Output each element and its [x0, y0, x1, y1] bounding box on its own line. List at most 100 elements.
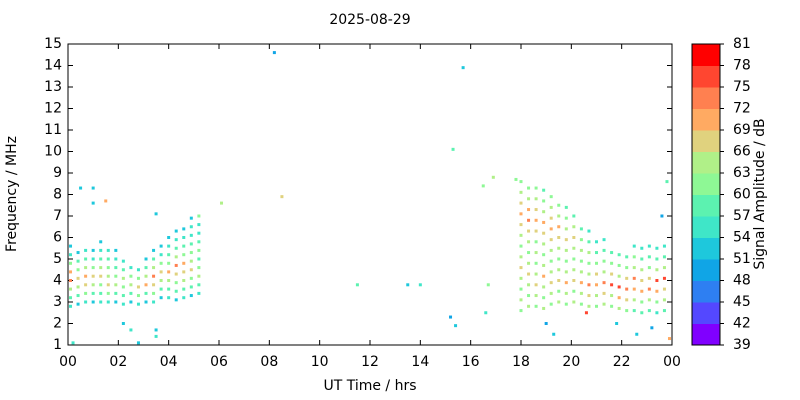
data-point [129, 300, 133, 304]
data-point [182, 287, 186, 291]
data-point [667, 337, 671, 341]
x-tick-label: 04 [160, 354, 178, 370]
data-point [544, 322, 548, 325]
data-point [640, 268, 644, 272]
data-point [625, 287, 629, 291]
y-tick-label: 5 [53, 251, 62, 267]
data-point [197, 214, 201, 218]
data-point [182, 279, 186, 282]
data-point [564, 270, 568, 274]
data-point [182, 244, 186, 248]
data-point [174, 255, 178, 259]
data-point [542, 188, 546, 192]
data-point [587, 251, 591, 255]
data-point [152, 283, 156, 287]
data-point [534, 294, 538, 298]
data-point [572, 246, 576, 250]
data-point [84, 266, 88, 270]
x-tick-label: 00 [663, 354, 681, 370]
data-point [519, 223, 523, 227]
data-point [534, 218, 538, 222]
data-point [84, 248, 88, 252]
data-point [152, 300, 156, 304]
colorbar-tick-label: 60 [733, 187, 751, 203]
data-point [662, 287, 666, 291]
data-point [579, 248, 583, 252]
data-point [136, 294, 140, 298]
y-tick-label: 10 [44, 144, 62, 160]
colorbar-band [692, 65, 720, 88]
data-point [564, 227, 568, 231]
data-point [625, 266, 629, 270]
data-point [69, 296, 73, 300]
data-point [91, 257, 95, 261]
data-point [76, 276, 80, 280]
data-point [587, 240, 591, 244]
colorbar-tick-label: 81 [733, 36, 751, 52]
data-point [486, 283, 490, 287]
data-point [635, 332, 639, 336]
data-point [542, 253, 546, 257]
data-point [129, 266, 133, 270]
data-point [564, 205, 568, 209]
data-point [519, 233, 523, 237]
data-point [69, 287, 73, 291]
data-point [595, 240, 598, 244]
data-point [655, 246, 659, 250]
data-point [136, 285, 140, 289]
data-point [617, 263, 621, 267]
data-point [114, 266, 118, 270]
data-point [189, 285, 193, 289]
data-point [632, 276, 636, 280]
data-point [602, 238, 606, 242]
data-point [617, 253, 621, 257]
data-point [167, 296, 171, 300]
data-point [579, 238, 583, 242]
data-point [182, 253, 186, 257]
data-point [491, 175, 495, 179]
data-point [197, 257, 201, 261]
data-point [152, 266, 156, 270]
data-point [99, 257, 103, 261]
data-point [572, 300, 576, 304]
data-point [549, 216, 553, 220]
data-point [549, 270, 553, 274]
data-point [136, 268, 140, 272]
data-point [106, 300, 110, 304]
data-point [99, 274, 103, 278]
data-point [534, 251, 538, 255]
data-point [625, 255, 629, 259]
data-point [564, 281, 568, 285]
colorbar-band [692, 259, 720, 281]
data-point [174, 281, 178, 285]
data-point [527, 294, 531, 298]
data-point [152, 274, 156, 278]
data-point [481, 184, 485, 188]
data-point [449, 315, 453, 319]
data-point [159, 296, 163, 300]
data-point [557, 257, 561, 261]
data-point [557, 279, 561, 282]
data-point [527, 218, 531, 222]
data-point [461, 66, 465, 70]
data-point [174, 263, 178, 267]
data-point [542, 274, 546, 278]
x-axis-label: UT Time / hrs [323, 378, 416, 394]
data-point [114, 274, 118, 278]
data-point [557, 268, 561, 272]
data-point [549, 195, 553, 199]
colorbar-band [692, 130, 720, 152]
data-point [272, 51, 276, 55]
colorbar-tick-label: 48 [733, 273, 751, 289]
data-point [534, 229, 538, 233]
data-point [662, 309, 666, 313]
chart-title: 2025-08-29 [329, 12, 410, 28]
data-point [280, 195, 284, 199]
data-point [587, 304, 591, 308]
colorbar-tick-label: 63 [733, 165, 751, 181]
data-point [99, 283, 103, 287]
data-point [167, 279, 171, 282]
colorbar-tick-label: 66 [733, 144, 751, 160]
data-point [549, 238, 553, 242]
y-tick-label: 1 [53, 337, 62, 353]
